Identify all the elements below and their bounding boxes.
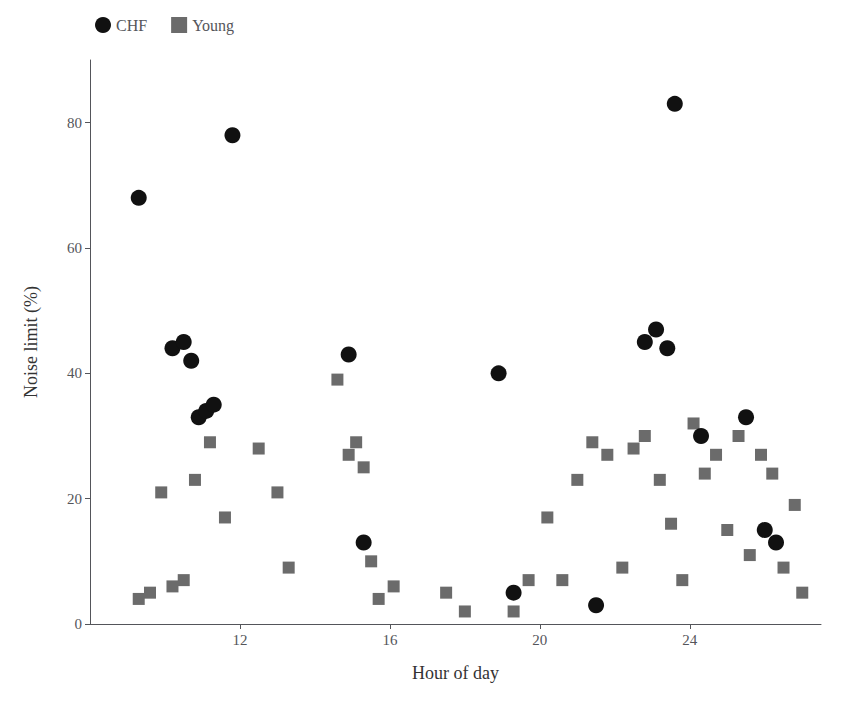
svg-text:60: 60 <box>67 240 82 256</box>
svg-text:12: 12 <box>232 632 247 648</box>
svg-text:40: 40 <box>67 365 82 381</box>
svg-text:CHF: CHF <box>116 17 147 34</box>
svg-text:20: 20 <box>67 491 82 507</box>
svg-text:Hour of day: Hour of day <box>412 663 499 683</box>
svg-text:20: 20 <box>532 632 547 648</box>
svg-text:24: 24 <box>682 632 698 648</box>
svg-text:80: 80 <box>67 115 82 131</box>
svg-text:16: 16 <box>382 632 398 648</box>
svg-text:Noise limit (%): Noise limit (%) <box>21 286 42 398</box>
svg-text:Young: Young <box>192 17 234 35</box>
svg-text:0: 0 <box>75 616 83 632</box>
